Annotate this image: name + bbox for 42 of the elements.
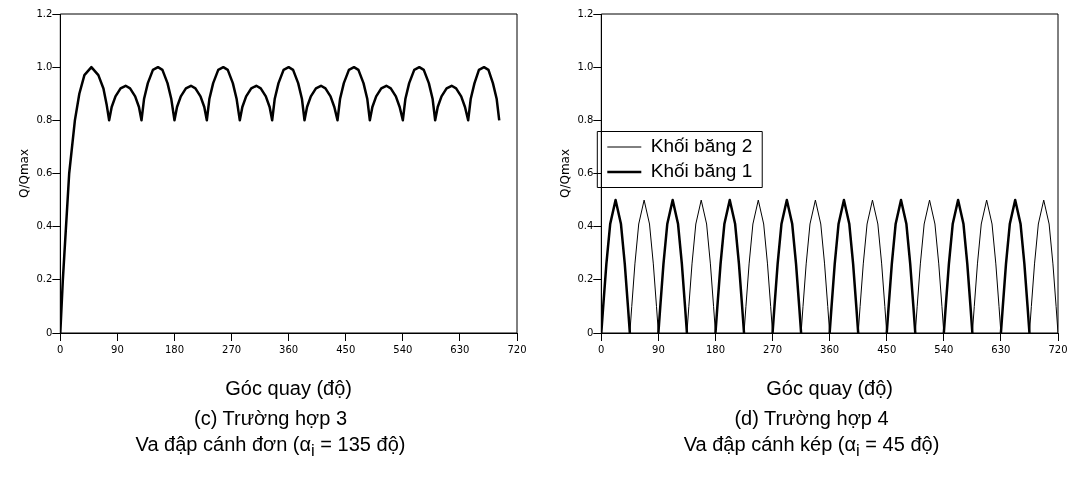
text: Va đập cánh kép (α$_{i}$ = 45 độ)	[682, 432, 941, 462]
x-tick-label: 540	[934, 343, 954, 355]
x-tick-label: 720	[1048, 343, 1068, 355]
x-tick-label: 90	[652, 343, 665, 355]
x-tick-label: 720	[507, 343, 527, 355]
x-tick-label: 450	[877, 343, 897, 355]
x-axis-title: Góc quay (độ)	[225, 376, 353, 399]
x-tick-label: 630	[450, 343, 470, 355]
x-tick-label: 180	[164, 343, 185, 355]
x-tick-label: 270	[222, 343, 242, 355]
x-tick-label: 630	[991, 343, 1011, 355]
y-tick-label: 0.6	[36, 167, 53, 179]
legend-label: Khối băng 2	[650, 135, 753, 157]
y-tick-label: 0.6	[577, 167, 594, 179]
text: Va đập cánh đơn (α$_{i}$ = 135 độ)	[134, 432, 407, 462]
legend-label: Khối băng 1	[650, 160, 753, 182]
x-tick-label: 360	[820, 343, 840, 355]
y-tick-label: 0.8	[577, 113, 594, 125]
x-tick-label: 0	[57, 343, 64, 355]
x-tick-label: 270	[763, 343, 783, 355]
y-tick-label: 0.2	[577, 273, 594, 285]
y-tick-label: 1.2	[577, 7, 594, 19]
y-tick-label: 0.8	[36, 113, 53, 125]
y-tick-label: 0	[45, 326, 53, 338]
y-axis-title: Q/Qmax	[17, 148, 32, 199]
y-tick-label: 1.0	[577, 60, 594, 72]
x-axis-title: Góc quay (độ)	[766, 376, 894, 399]
x-tick-label: 180	[705, 343, 726, 355]
y-tick-label: 0.2	[36, 273, 53, 285]
y-tick-label: 1.2	[36, 7, 53, 19]
x-tick-label: 0	[598, 343, 605, 355]
y-tick-label: 0	[586, 326, 594, 338]
text: (d) Trường hợp 4	[733, 406, 890, 431]
x-tick-label: 360	[279, 343, 299, 355]
x-tick-label: 540	[393, 343, 413, 355]
text: (c) Trường hợp 3	[193, 406, 348, 431]
y-axis-title: Q/Qmax	[558, 148, 573, 199]
y-tick-label: 0.4	[577, 220, 594, 232]
y-tick-label: 1.0	[36, 60, 53, 72]
x-tick-label: 450	[336, 343, 356, 355]
y-tick-label: 0.4	[36, 220, 53, 232]
x-tick-label: 90	[111, 343, 124, 355]
